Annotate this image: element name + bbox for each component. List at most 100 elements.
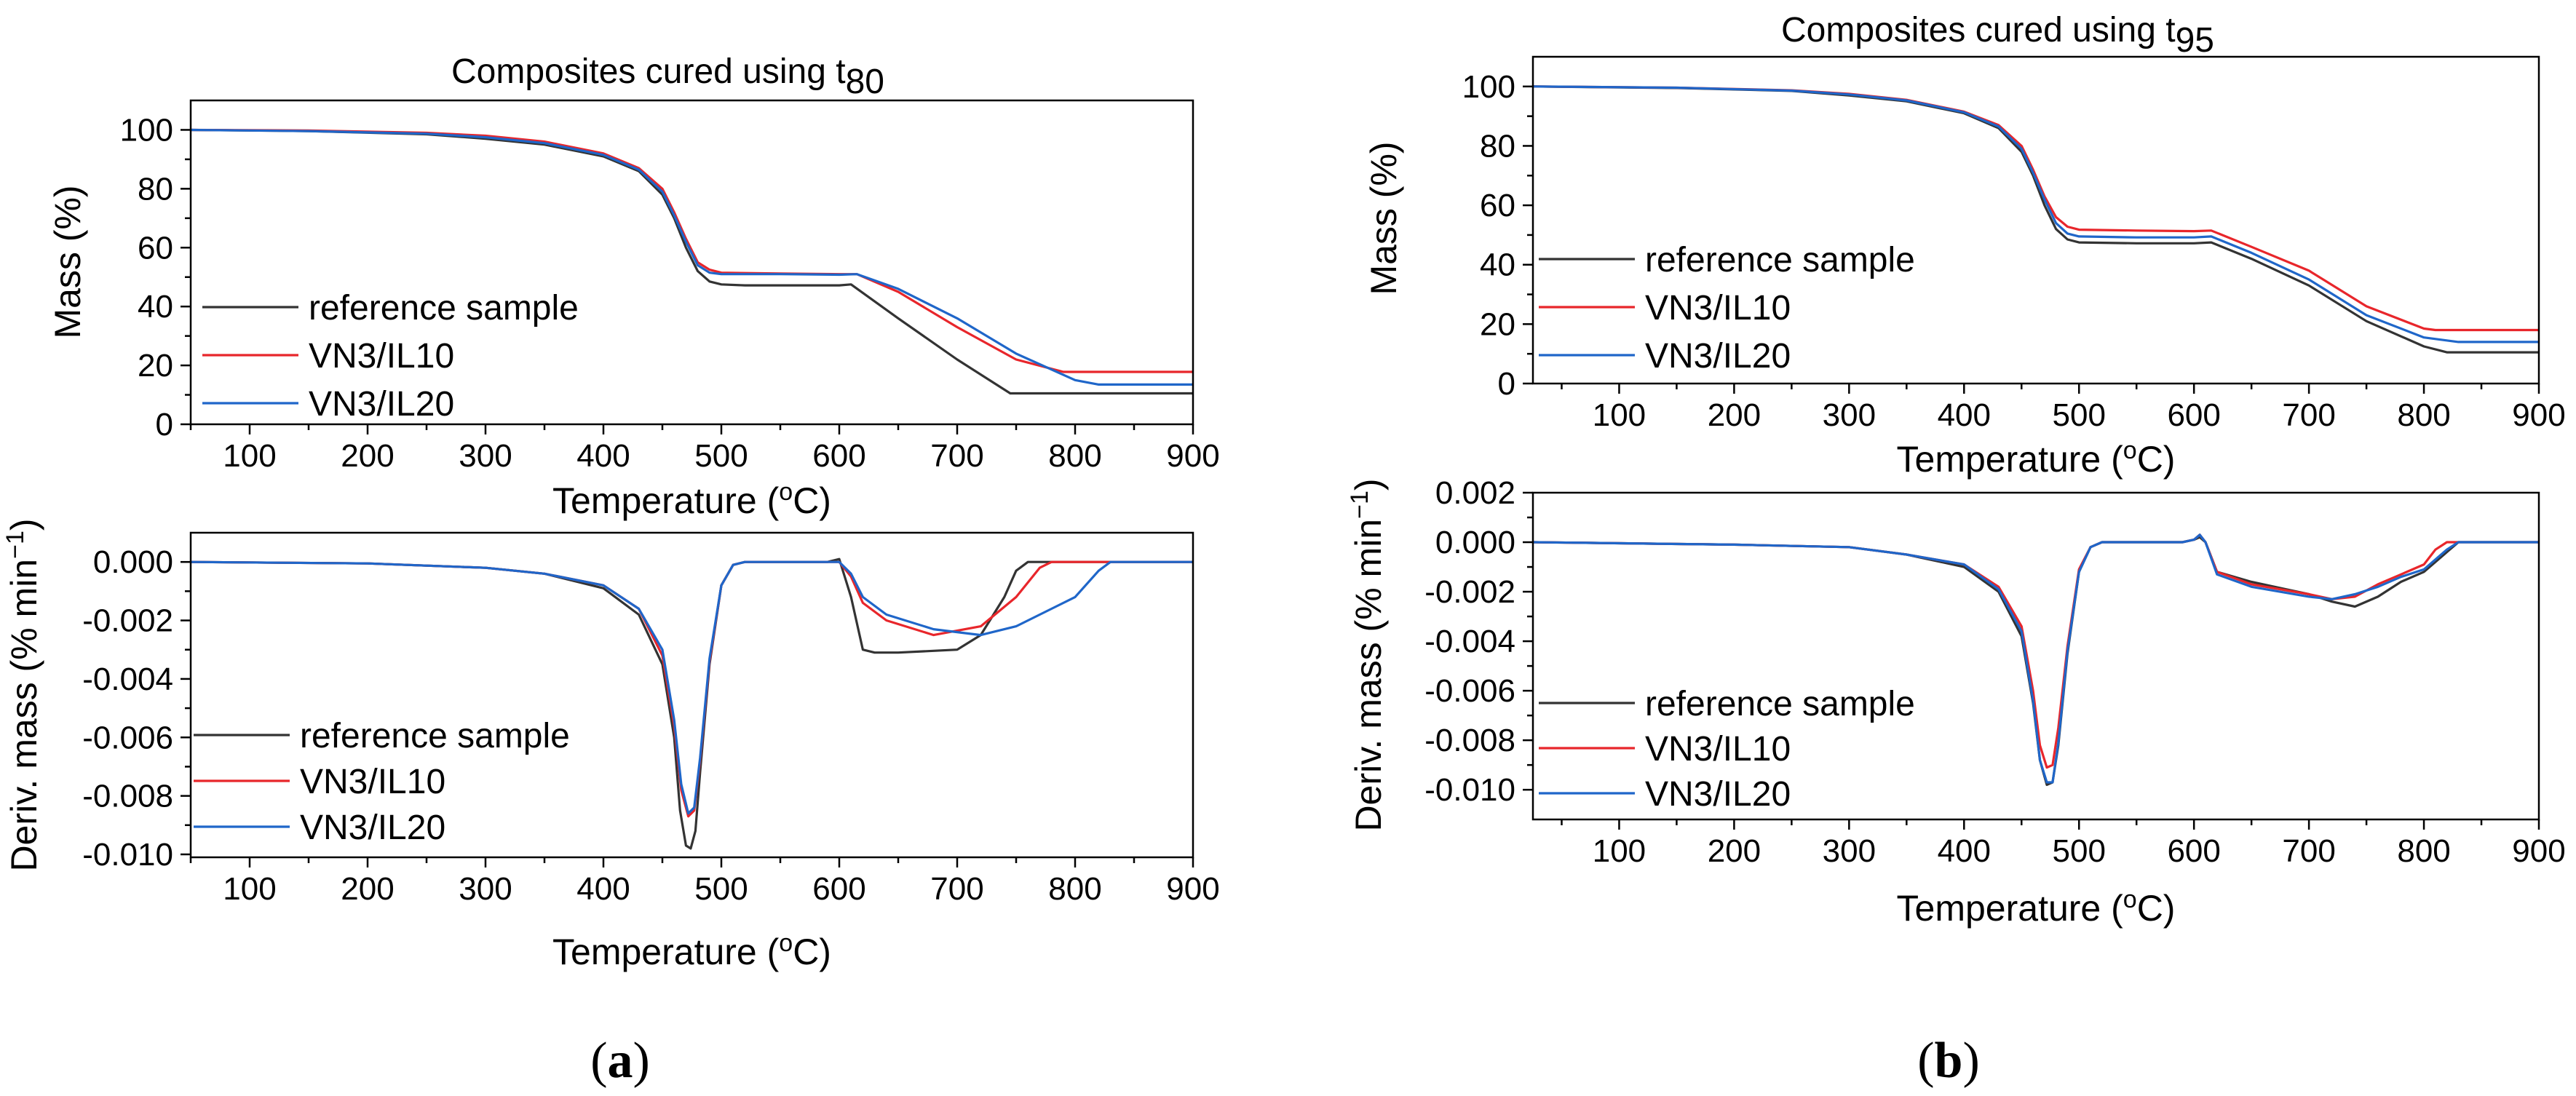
x-tick-label: 400 <box>1938 833 1991 869</box>
legend-label: VN3/IL20 <box>1645 337 1791 376</box>
x-tick-label: 400 <box>1938 397 1991 433</box>
y-tick-label: 0.000 <box>93 544 173 580</box>
x-tick-label: 800 <box>1048 871 1101 907</box>
y-tick-label: 100 <box>120 112 173 148</box>
caption-b-close: ) <box>1962 1033 1979 1089</box>
y-tick-label: 20 <box>1480 306 1515 342</box>
panel-a-caption: (a) <box>590 1033 650 1089</box>
chart-b-top-mass: 100 200 300 400 500 600 700 800 900 0 20 40 60 80 100 T… <box>1363 55 2566 480</box>
legend-label: reference sample <box>309 289 579 327</box>
y-tick-label: 0 <box>1498 366 1515 402</box>
caption-a-letter: a <box>608 1033 633 1089</box>
plot-frame <box>189 531 1194 859</box>
x-tick-label: 300 <box>459 871 512 907</box>
panel-a-title-subscript: 80 <box>846 63 884 101</box>
panel-a-title: Composites cured using t80 <box>451 52 884 101</box>
y-tick-label: 60 <box>1480 188 1515 223</box>
series-line-vn3-il20 <box>1533 533 2539 784</box>
legend-label: reference sample <box>1645 241 1915 279</box>
x-tick-label: 500 <box>694 438 748 474</box>
x-tick-label: 700 <box>2282 397 2335 433</box>
series-line-vn3-il20 <box>191 560 1193 815</box>
plot-frame <box>189 99 1194 426</box>
x-tick-label: 200 <box>341 871 394 907</box>
y-tick-label: -0.002 <box>82 603 173 639</box>
x-tick-label: 700 <box>930 871 983 907</box>
y-tick-label: 100 <box>1462 69 1515 105</box>
plot-frame <box>1531 55 2540 385</box>
x-tick-label: 300 <box>459 438 512 474</box>
x-tick-label: 900 <box>2512 833 2565 869</box>
y-tick-label: 0 <box>156 407 173 442</box>
y-tick-label: -0.006 <box>1424 673 1515 709</box>
y-tick-label: 40 <box>138 289 173 325</box>
y-tick-label: 0.002 <box>1435 475 1515 511</box>
y-tick-label: -0.006 <box>82 720 173 755</box>
y-tick-label: -0.008 <box>82 779 173 814</box>
legend-label: VN3/IL20 <box>1645 775 1791 814</box>
x-axis-label: Temperature (oC) <box>1897 886 2176 929</box>
x-tick-label: 900 <box>1166 438 1219 474</box>
panel-b-title-text: Composites cured using t <box>1781 11 2176 49</box>
legend-label: VN3/IL10 <box>300 763 445 801</box>
y-tick-label: 80 <box>1480 128 1515 164</box>
x-tick-label: 800 <box>2397 397 2450 433</box>
chart-b-bottom-derivative: 100 200 300 400 500 600 700 800 900 -0.010 -0.008 -… <box>1346 475 2566 929</box>
y-axis-label: Deriv. mass (% min−1) <box>1346 478 1389 831</box>
legend-label: reference sample <box>300 717 570 755</box>
chart-a-top-mass: 100 200 300 400 500 600 700 800 900 0 20 40 60 80 100 T… <box>47 99 1220 521</box>
legend-label: VN3/IL10 <box>1645 289 1791 327</box>
y-tick-label: 0.000 <box>1435 525 1515 560</box>
x-tick-label: 800 <box>2397 833 2450 869</box>
caption-a-open: ( <box>590 1033 607 1089</box>
legend-label: VN3/IL10 <box>309 337 454 376</box>
plot-frame <box>1531 491 2540 821</box>
x-tick-label: 100 <box>1593 397 1646 433</box>
y-axis-label: Mass (%) <box>1363 141 1404 295</box>
legend-label: reference sample <box>1645 685 1915 723</box>
caption-a-close: ) <box>633 1033 650 1089</box>
x-tick-label: 600 <box>2167 397 2220 433</box>
legend-label: VN3/IL20 <box>300 809 445 847</box>
x-tick-label: 100 <box>1593 833 1646 869</box>
x-tick-label: 200 <box>1708 397 1761 433</box>
panel-a-title-text: Composites cured using t <box>451 52 846 91</box>
x-tick-label: 200 <box>1708 833 1761 869</box>
x-tick-label: 500 <box>2053 833 2106 869</box>
series-line-vn3-il20 <box>1533 85 2539 344</box>
x-tick-label: 600 <box>812 438 865 474</box>
x-tick-label: 900 <box>2512 397 2565 433</box>
y-tick-label: -0.004 <box>82 662 173 697</box>
panel-b-title-subscript: 95 <box>2176 21 2214 60</box>
x-tick-label: 400 <box>576 438 630 474</box>
x-tick-label: 500 <box>694 871 748 907</box>
series-line-vn3-il10 <box>191 128 1193 373</box>
x-tick-label: 600 <box>812 871 865 907</box>
y-tick-label: -0.008 <box>1424 723 1515 758</box>
x-axis-label: Temperature (oC) <box>1897 437 2176 480</box>
y-tick-label: 40 <box>1480 247 1515 283</box>
legend-label: VN3/IL10 <box>1645 730 1791 769</box>
x-axis-label: Temperature (oC) <box>552 478 831 521</box>
y-tick-label: 20 <box>138 348 173 384</box>
x-tick-label: 500 <box>2053 397 2106 433</box>
caption-b-open: ( <box>1917 1033 1934 1089</box>
y-tick-label: 80 <box>138 171 173 207</box>
series-line-reference-sample <box>191 128 1193 395</box>
x-tick-label: 900 <box>1166 871 1219 907</box>
x-tick-label: 600 <box>2167 833 2220 869</box>
x-tick-label: 700 <box>2282 833 2335 869</box>
x-tick-label: 100 <box>223 438 276 474</box>
y-tick-label: 60 <box>138 230 173 266</box>
y-tick-label: -0.002 <box>1424 574 1515 610</box>
series-line-vn3-il20 <box>191 128 1193 386</box>
x-tick-label: 700 <box>930 438 983 474</box>
y-axis-label: Deriv. mass (% min−1) <box>1 518 44 871</box>
x-tick-label: 300 <box>1823 833 1876 869</box>
y-tick-label: -0.004 <box>1424 624 1515 659</box>
x-tick-label: 800 <box>1048 438 1101 474</box>
y-tick-label: -0.010 <box>1424 772 1515 808</box>
x-tick-label: 100 <box>223 871 276 907</box>
y-tick-label: -0.010 <box>82 837 173 873</box>
